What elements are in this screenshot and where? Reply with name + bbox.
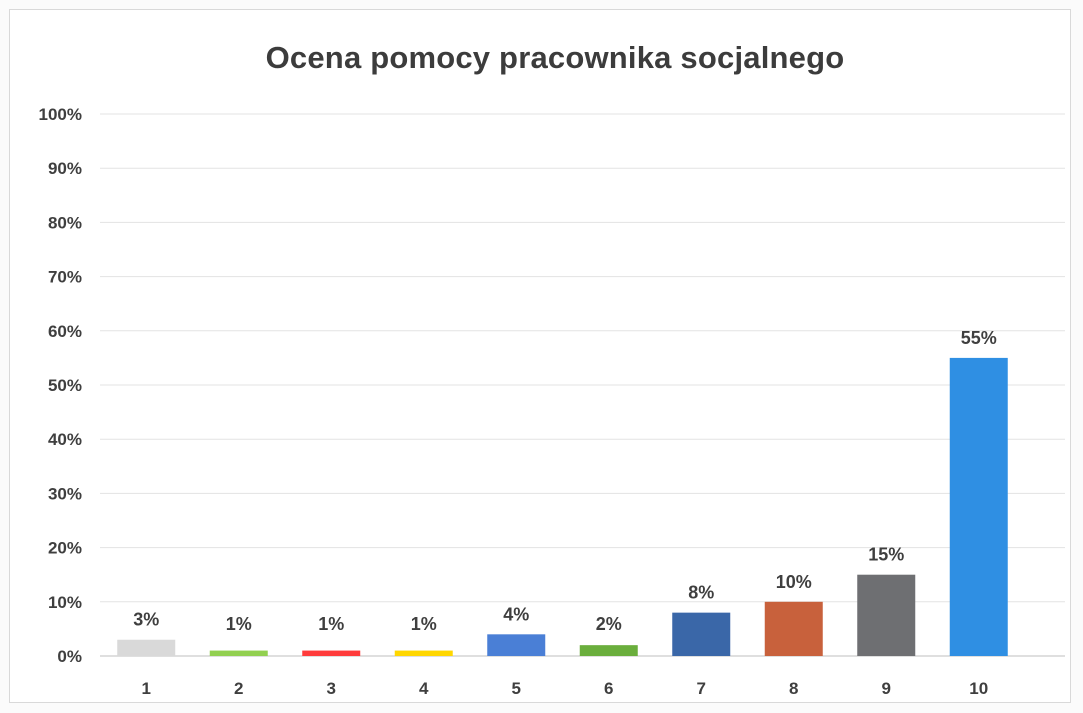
- x-tick-label: 8: [789, 679, 798, 698]
- y-tick-label: 100%: [39, 105, 82, 124]
- bar-9: [857, 574, 916, 656]
- data-label-4: 1%: [411, 614, 437, 634]
- y-tick-label: 40%: [48, 430, 82, 449]
- bar-1: [117, 639, 176, 656]
- y-tick-label: 60%: [48, 322, 82, 341]
- data-label-1: 3%: [133, 610, 159, 630]
- y-tick-label: 70%: [48, 268, 82, 287]
- bar-7: [672, 612, 731, 656]
- data-label-10: 55%: [961, 328, 997, 348]
- x-tick-label: 6: [604, 679, 613, 698]
- gridlines: [100, 113, 1065, 657]
- chart-title: Ocena pomocy pracownika socjalnego: [265, 40, 845, 75]
- bar-4: [394, 650, 453, 656]
- bar-8: [764, 601, 823, 656]
- y-tick-label: 30%: [48, 484, 82, 503]
- data-label-7: 8%: [688, 583, 714, 603]
- y-axis-ticks: 0% 10% 20% 30% 40% 50% 60% 70% 80% 90% 100%: [39, 105, 82, 666]
- bar-5: [487, 634, 546, 656]
- data-label-9: 15%: [868, 545, 904, 565]
- y-tick-label: 90%: [48, 159, 82, 178]
- y-tick-label: 80%: [48, 213, 82, 232]
- bar-10: [949, 357, 1008, 656]
- y-tick-label: 0%: [57, 647, 82, 666]
- data-label-6: 2%: [596, 614, 622, 634]
- bars: [117, 357, 1008, 656]
- y-tick-label: 10%: [48, 593, 82, 612]
- x-tick-label: 7: [697, 679, 706, 698]
- data-label-8: 10%: [776, 572, 812, 592]
- data-labels: 3% 1% 1% 1% 4% 2% 8% 10% 15% 55%: [133, 328, 997, 634]
- y-tick-label: 50%: [48, 376, 82, 395]
- x-tick-label: 9: [882, 679, 891, 698]
- bar-6: [579, 645, 638, 656]
- y-tick-label: 20%: [48, 539, 82, 558]
- bar-3: [302, 650, 361, 656]
- x-tick-label: 1: [142, 679, 151, 698]
- x-tick-label: 4: [419, 679, 429, 698]
- data-label-5: 4%: [503, 604, 529, 624]
- x-tick-label: 3: [327, 679, 336, 698]
- data-label-2: 1%: [226, 614, 252, 634]
- x-axis-ticks: 1 2 3 4 5 6 7 8 9 10: [142, 679, 989, 698]
- x-tick-label: 2: [234, 679, 243, 698]
- bar-2: [209, 650, 268, 656]
- x-tick-label: 5: [512, 679, 521, 698]
- x-tick-label: 10: [969, 679, 988, 698]
- data-label-3: 1%: [318, 614, 344, 634]
